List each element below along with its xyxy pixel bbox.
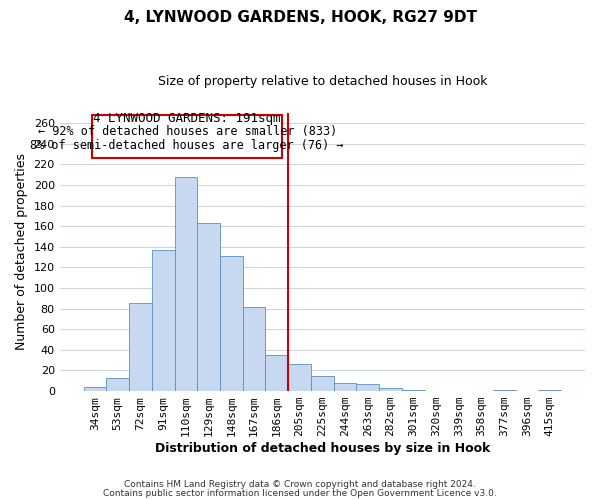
Bar	[175, 176, 197, 391]
Bar	[311, 376, 334, 391]
Bar	[106, 378, 129, 391]
Bar	[334, 383, 356, 391]
Y-axis label: Number of detached properties: Number of detached properties	[15, 154, 28, 350]
Text: ← 92% of detached houses are smaller (833): ← 92% of detached houses are smaller (83…	[38, 125, 337, 138]
Bar	[288, 364, 311, 391]
Bar	[197, 223, 220, 391]
Bar	[265, 355, 288, 391]
Bar	[538, 390, 561, 391]
Bar	[129, 304, 152, 391]
Text: 4 LYNWOOD GARDENS: 191sqm: 4 LYNWOOD GARDENS: 191sqm	[94, 112, 281, 126]
Text: Contains public sector information licensed under the Open Government Licence v3: Contains public sector information licen…	[103, 488, 497, 498]
Title: Size of property relative to detached houses in Hook: Size of property relative to detached ho…	[158, 75, 487, 88]
Text: Contains HM Land Registry data © Crown copyright and database right 2024.: Contains HM Land Registry data © Crown c…	[124, 480, 476, 489]
Bar	[356, 384, 379, 391]
FancyBboxPatch shape	[92, 115, 283, 158]
Bar	[243, 306, 265, 391]
Text: 4, LYNWOOD GARDENS, HOOK, RG27 9DT: 4, LYNWOOD GARDENS, HOOK, RG27 9DT	[124, 10, 476, 25]
X-axis label: Distribution of detached houses by size in Hook: Distribution of detached houses by size …	[155, 442, 490, 455]
Text: 8% of semi-detached houses are larger (76) →: 8% of semi-detached houses are larger (7…	[31, 140, 344, 152]
Bar	[152, 250, 175, 391]
Bar	[493, 390, 515, 391]
Bar	[220, 256, 243, 391]
Bar	[379, 388, 402, 391]
Bar	[402, 390, 425, 391]
Bar	[83, 387, 106, 391]
